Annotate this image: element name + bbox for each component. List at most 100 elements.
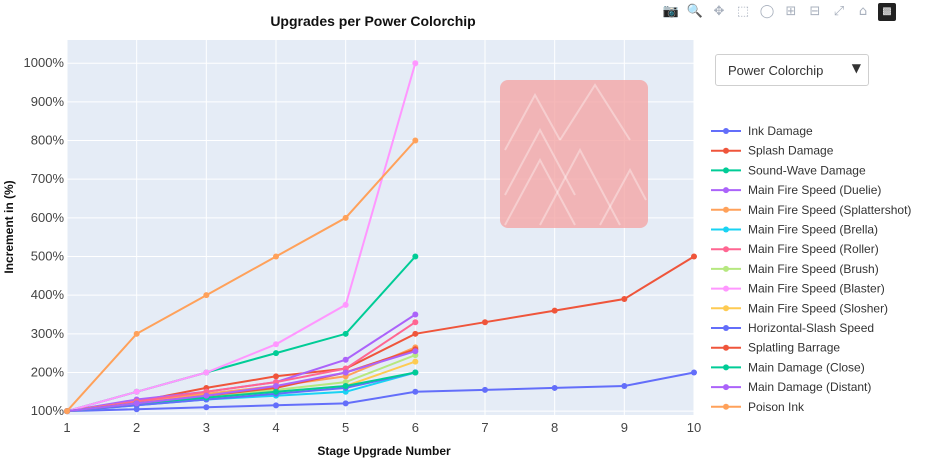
- x-tick-label: 4: [272, 420, 279, 435]
- data-point[interactable]: [551, 384, 558, 391]
- y-tick-label: 900%: [31, 94, 65, 109]
- data-point[interactable]: [482, 386, 488, 393]
- legend-swatch-marker: [723, 265, 729, 272]
- data-point[interactable]: [133, 330, 140, 337]
- legend-item[interactable]: Main Damage (Distant): [711, 380, 871, 394]
- data-point[interactable]: [621, 296, 628, 303]
- data-point[interactable]: [342, 330, 349, 337]
- x-tick-label: 6: [412, 420, 419, 435]
- zoom-in-icon[interactable]: ⊞: [785, 4, 797, 19]
- camera-icon[interactable]: 📷: [662, 4, 680, 19]
- data-point[interactable]: [482, 319, 488, 326]
- legend-item[interactable]: Main Fire Speed (Roller): [711, 242, 879, 256]
- legend-swatch-marker: [723, 364, 729, 371]
- x-tick-label: 3: [203, 420, 210, 435]
- data-point[interactable]: [342, 369, 349, 376]
- legend[interactable]: Ink Damage Splash Damage Sound-Wave Damage…: [711, 124, 911, 414]
- zoom-icon[interactable]: 🔍: [686, 4, 704, 19]
- data-point[interactable]: [342, 356, 349, 363]
- data-point[interactable]: [133, 388, 140, 395]
- data-point[interactable]: [342, 301, 349, 308]
- legend-item[interactable]: Main Fire Speed (Slosher): [711, 301, 888, 315]
- zoom-out-icon[interactable]: ⊟: [809, 4, 821, 19]
- y-tick-label: 200%: [31, 364, 65, 379]
- watermark-logo: [500, 80, 648, 228]
- y-tick-label: 1000%: [24, 55, 65, 70]
- data-point[interactable]: [203, 404, 210, 411]
- plotly-logo-icon[interactable]: ▩: [878, 3, 896, 21]
- data-point[interactable]: [412, 253, 419, 260]
- data-point[interactable]: [273, 402, 279, 409]
- data-point[interactable]: [551, 307, 558, 314]
- y-tick-label: 600%: [31, 210, 65, 225]
- data-point[interactable]: [412, 348, 419, 355]
- data-point[interactable]: [273, 253, 279, 260]
- dropdown-selected-value: Power Colorchip: [728, 63, 824, 78]
- y-tick-label: 800%: [31, 133, 65, 148]
- data-point[interactable]: [273, 350, 279, 357]
- data-point[interactable]: [412, 369, 419, 376]
- x-axis-title: Stage Upgrade Number: [317, 444, 451, 458]
- legend-item[interactable]: Main Damage (Close): [711, 360, 865, 374]
- data-point[interactable]: [273, 341, 279, 348]
- legend-item[interactable]: Main Fire Speed (Blaster): [711, 282, 885, 296]
- data-point[interactable]: [133, 400, 140, 407]
- data-point[interactable]: [691, 369, 697, 376]
- legend-swatch-marker: [723, 226, 729, 233]
- legend-swatch-marker: [723, 187, 729, 194]
- legend-item[interactable]: Splash Damage: [711, 144, 834, 158]
- legend-item[interactable]: Splatling Barrage: [711, 341, 840, 355]
- data-point[interactable]: [412, 311, 419, 318]
- data-point[interactable]: [342, 383, 349, 390]
- data-point[interactable]: [342, 214, 349, 221]
- series-line: [66, 321, 416, 413]
- legend-label: Main Fire Speed (Brush): [748, 262, 879, 276]
- legend-label: Main Fire Speed (Roller): [748, 242, 879, 256]
- legend-label: Main Fire Speed (Blaster): [748, 282, 885, 296]
- legend-label: Ink Damage: [748, 124, 813, 138]
- legend-label: Main Fire Speed (Splattershot): [748, 203, 911, 217]
- box-select-icon[interactable]: ⬚: [736, 4, 750, 19]
- data-point[interactable]: [691, 253, 697, 260]
- reset-axes-icon[interactable]: ⌂: [858, 4, 868, 19]
- series-line: [66, 371, 416, 413]
- legend-label: Main Damage (Close): [748, 360, 865, 374]
- data-point[interactable]: [342, 400, 349, 407]
- y-tick-label: 400%: [31, 287, 65, 302]
- series-line: [66, 350, 416, 413]
- data-point[interactable]: [203, 292, 210, 299]
- data-point[interactable]: [412, 358, 419, 365]
- pan-icon[interactable]: ✥: [713, 4, 725, 19]
- y-tick-label: 500%: [31, 248, 65, 263]
- series-lines: [64, 60, 697, 415]
- data-point[interactable]: [203, 392, 210, 399]
- data-point[interactable]: [412, 330, 419, 337]
- data-point[interactable]: [203, 369, 210, 376]
- lasso-select-icon[interactable]: ◯: [759, 4, 775, 19]
- colorchip-dropdown[interactable]: Power Colorchip ▼: [715, 54, 869, 86]
- data-point[interactable]: [273, 383, 279, 390]
- x-tick-label: 8: [551, 420, 558, 435]
- data-point[interactable]: [412, 137, 419, 144]
- legend-item[interactable]: Sound-Wave Damage: [711, 163, 866, 177]
- legend-item[interactable]: Main Fire Speed (Brella): [711, 223, 878, 237]
- x-tick-label: 5: [342, 420, 349, 435]
- data-point[interactable]: [273, 373, 279, 380]
- x-tick-label: 10: [687, 420, 701, 435]
- legend-item[interactable]: Ink Damage: [711, 124, 813, 138]
- legend-item[interactable]: Main Fire Speed (Splattershot): [711, 203, 911, 217]
- chevron-down-icon: ▼: [851, 61, 861, 75]
- series-line: [66, 371, 695, 413]
- data-point[interactable]: [621, 383, 628, 390]
- data-point[interactable]: [273, 388, 279, 395]
- legend-item[interactable]: Poison Ink: [711, 400, 805, 414]
- legend-item[interactable]: Main Fire Speed (Brush): [711, 262, 879, 276]
- data-point[interactable]: [412, 60, 419, 67]
- data-point[interactable]: [412, 319, 419, 326]
- legend-item[interactable]: Main Fire Speed (Duelie): [711, 183, 881, 197]
- data-point[interactable]: [412, 388, 419, 395]
- autoscale-icon[interactable]: ⤢: [833, 4, 845, 19]
- modebar: 📷 🔍 ✥ ⬚ ◯ ⊞ ⊟ ⤢ ⌂ ▩: [662, 3, 896, 21]
- data-point[interactable]: [64, 408, 70, 415]
- legend-item[interactable]: Horizontal-Slash Speed: [711, 321, 874, 335]
